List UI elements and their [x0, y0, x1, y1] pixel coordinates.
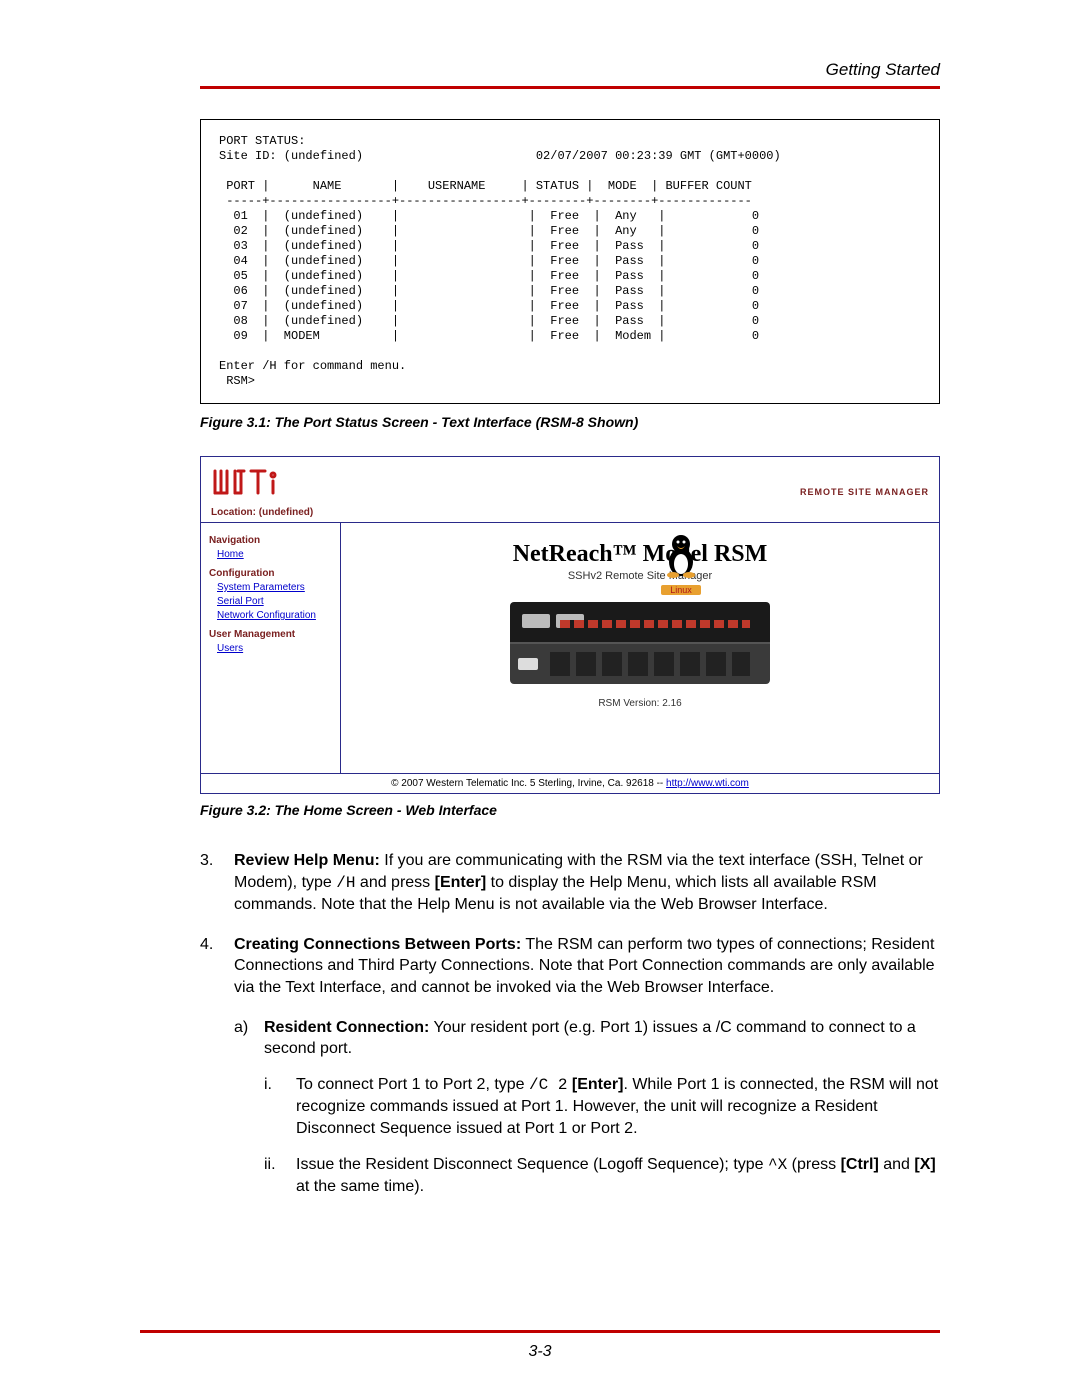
rsm-version: RSM Version: 2.16 — [351, 698, 929, 709]
enter-key: [Enter] — [572, 1076, 624, 1093]
x-key: [X] — [914, 1156, 935, 1173]
footer-link[interactable]: http://www.wti.com — [666, 778, 749, 789]
configuration-header: Configuration — [209, 568, 332, 579]
text: (press — [787, 1156, 840, 1173]
rsm-device-image — [510, 602, 770, 684]
text: To connect Port 1 to Port 2, type — [296, 1076, 529, 1093]
nav-users[interactable]: Users — [217, 642, 332, 656]
sub-lead: Resident Connection: — [264, 1019, 429, 1036]
code-h: /H — [336, 874, 355, 892]
item-lead: Review Help Menu: — [234, 852, 380, 869]
remote-site-manager-label: REMOTE SITE MANAGER — [800, 487, 929, 497]
code-ctrlx: ^X — [768, 1156, 787, 1174]
list-item-3: 3. Review Help Menu: If you are communic… — [200, 850, 940, 916]
web-main: NetReach™ Model RSM SSHv2 Remote Site Ma… — [341, 523, 939, 773]
roman-label: i. — [264, 1074, 296, 1140]
web-footer: © 2007 Western Telematic Inc. 5 Sterling… — [201, 773, 939, 793]
item-number: 3. — [200, 850, 234, 916]
enter-key: [Enter] — [435, 874, 487, 891]
item-number: 4. — [200, 934, 234, 999]
code-c2: /C 2 — [529, 1076, 567, 1094]
text: and press — [355, 874, 434, 891]
nav-home[interactable]: Home — [217, 548, 332, 562]
text: and — [879, 1156, 915, 1173]
user-management-header: User Management — [209, 629, 332, 640]
location-bar: Location: (undefined) — [201, 505, 939, 523]
footer-copyright: © 2007 Western Telematic Inc. 5 Sterling… — [391, 778, 666, 789]
roman-label: ii. — [264, 1154, 296, 1198]
text: Issue the Resident Disconnect Sequence (… — [296, 1156, 768, 1173]
section-title: Getting Started — [200, 60, 940, 89]
linux-label: Linux — [661, 585, 701, 595]
product-subtitle: SSHv2 Remote Site Manager — [351, 570, 929, 582]
nav-serial-port[interactable]: Serial Port — [217, 595, 332, 609]
figure-caption-1: Figure 3.1: The Port Status Screen - Tex… — [200, 414, 940, 430]
footer-rule — [140, 1330, 940, 1333]
linux-penguin-icon: Linux — [661, 530, 701, 595]
instruction-list: 3. Review Help Menu: If you are communic… — [200, 850, 940, 1198]
figure-caption-2: Figure 3.2: The Home Screen - Web Interf… — [200, 802, 940, 818]
text: at the same time). — [296, 1178, 424, 1195]
item-lead: Creating Connections Between Ports: — [234, 936, 521, 953]
product-title: NetReach™ Model RSM — [351, 541, 929, 568]
sub-item-a: a) Resident Connection: Your resident po… — [234, 1017, 940, 1060]
port-status-terminal: PORT STATUS: Site ID: (undefined) 02/07/… — [200, 119, 940, 404]
sub-item-a-i: i. To connect Port 1 to Port 2, type /C … — [264, 1074, 940, 1140]
wti-logo — [211, 465, 283, 501]
document-page: Getting Started PORT STATUS: Site ID: (u… — [0, 0, 1080, 1397]
nav-header: Navigation — [209, 535, 332, 546]
ctrl-key: [Ctrl] — [841, 1156, 879, 1173]
page-number: 3-3 — [0, 1343, 1080, 1361]
web-sidebar: Navigation Home Configuration System Par… — [201, 523, 341, 773]
sub-item-a-ii: ii. Issue the Resident Disconnect Sequen… — [264, 1154, 940, 1198]
web-interface-figure: REMOTE SITE MANAGER Location: (undefined… — [200, 456, 940, 794]
list-item-4: 4. Creating Connections Between Ports: T… — [200, 934, 940, 999]
sub-label: a) — [234, 1017, 264, 1060]
nav-system-parameters[interactable]: System Parameters — [217, 581, 332, 595]
nav-network-configuration[interactable]: Network Configuration — [217, 609, 332, 623]
